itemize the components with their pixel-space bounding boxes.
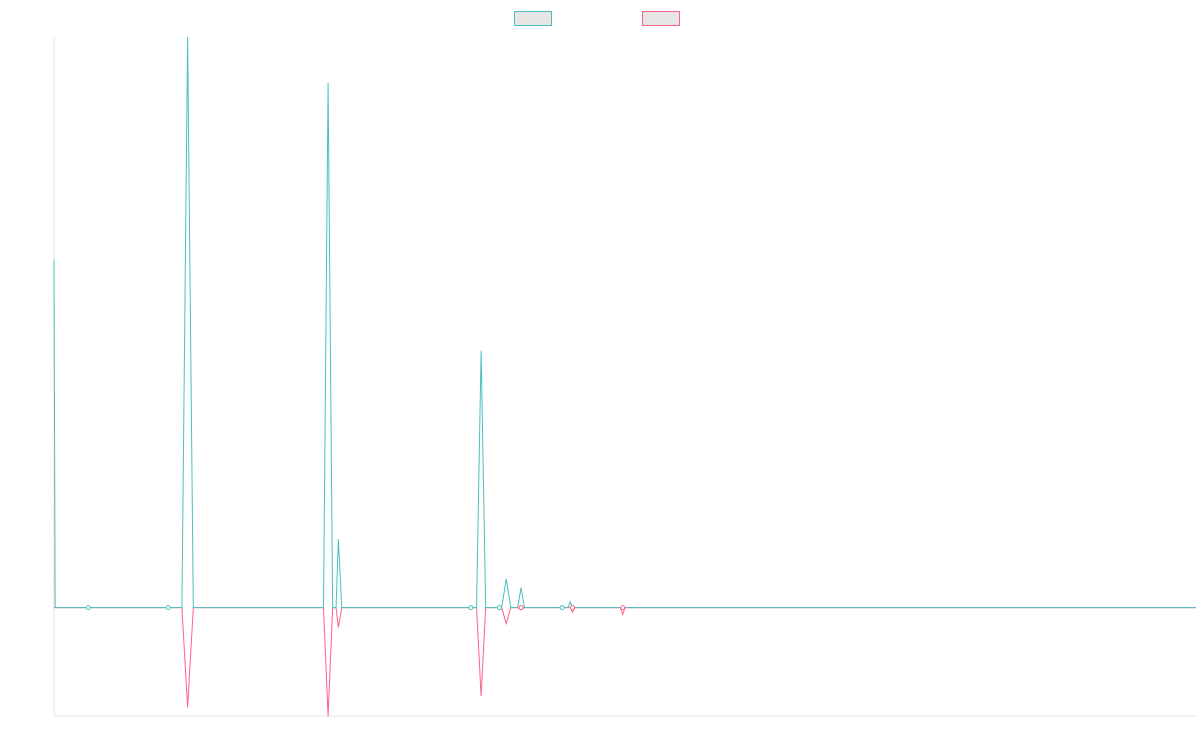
series-line-2[interactable] [54, 607, 1196, 717]
series-line-1[interactable] [53, 36, 1196, 609]
data-point-4[interactable] [496, 605, 502, 611]
legend-item-series-2[interactable] [642, 9, 686, 27]
legend-swatch-series-1 [514, 10, 552, 26]
axes-layer [53, 37, 1196, 717]
data-point-3[interactable] [468, 605, 474, 611]
legend-swatch-series-2 [642, 10, 680, 26]
data-point-5[interactable] [518, 605, 524, 611]
marker-layer [85, 605, 626, 611]
data-point-1[interactable] [85, 605, 91, 611]
chart-legend [0, 9, 1200, 27]
legend-item-series-1[interactable] [514, 9, 558, 27]
data-point-6[interactable] [559, 605, 565, 611]
data-point-2[interactable] [165, 605, 171, 611]
data-point-8[interactable] [620, 605, 626, 611]
data-point-7[interactable] [569, 605, 575, 611]
series-layer [53, 36, 1196, 717]
